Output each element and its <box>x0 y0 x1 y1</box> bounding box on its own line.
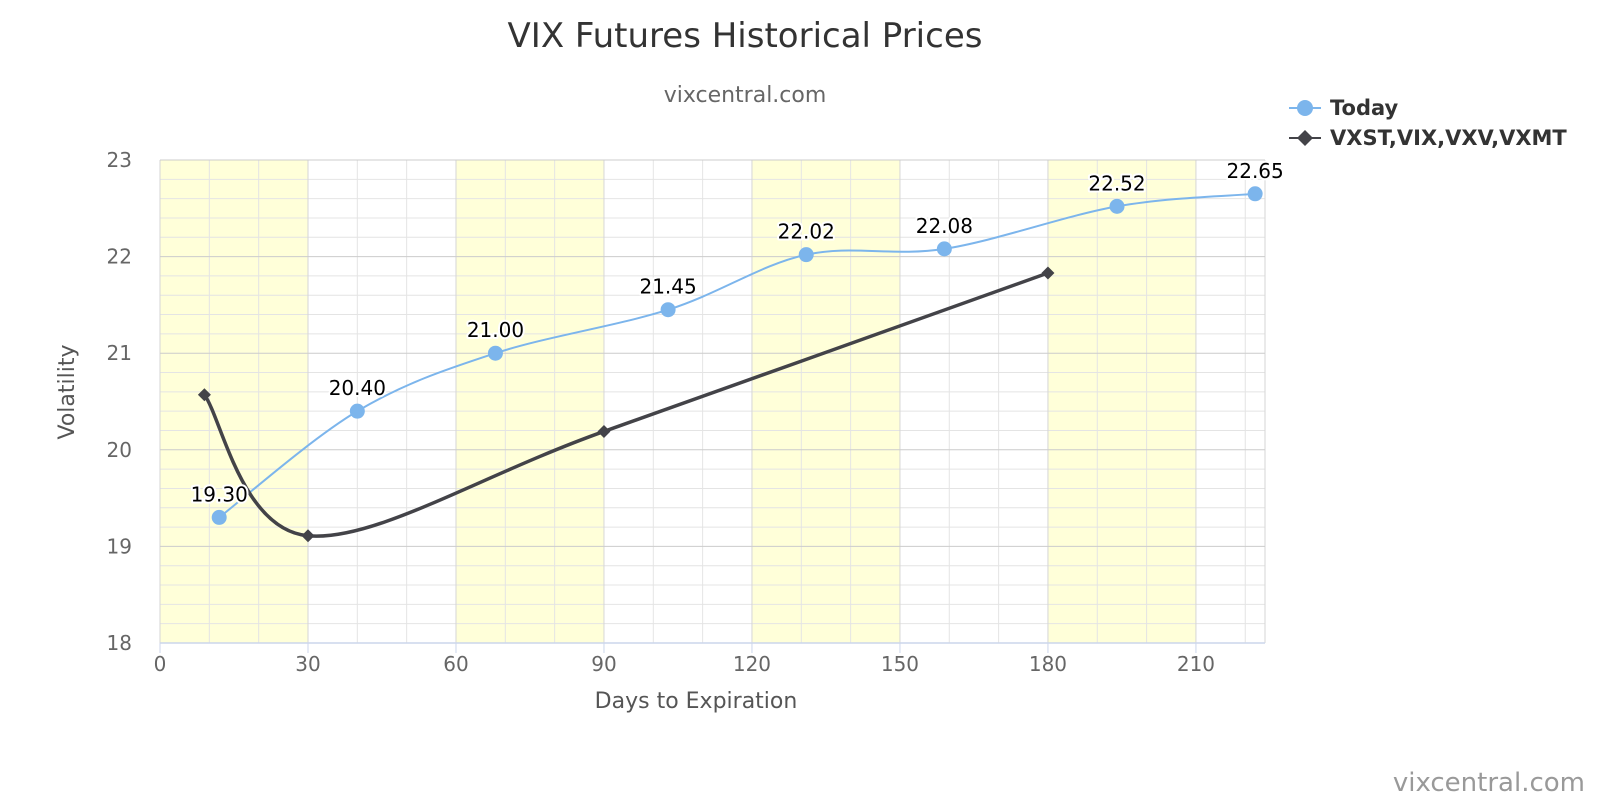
x-tick-label: 90 <box>591 652 616 676</box>
today-data-label: 19.30 <box>191 482 248 506</box>
series-markers[interactable] <box>197 186 1263 543</box>
today-point[interactable] <box>798 247 814 263</box>
x-tick-label: 120 <box>733 652 771 676</box>
series-line-today <box>218 192 1257 519</box>
today-point[interactable] <box>1109 198 1125 214</box>
today-point[interactable] <box>660 302 676 318</box>
today-point[interactable] <box>211 509 227 525</box>
y-tick-label: 21 <box>107 341 132 365</box>
legend-today-marker-icon <box>1297 100 1313 116</box>
legend-vix-term-marker-icon <box>1297 130 1313 146</box>
series-lines <box>202 192 1257 538</box>
x-tick-label: 60 <box>443 652 468 676</box>
legend[interactable]: Today VXST,VIX,VXV,VXMT <box>1289 96 1567 150</box>
today-data-label: 22.65 <box>1227 159 1284 183</box>
chart-credit[interactable]: vixcentral.com <box>1393 768 1585 798</box>
y-tick-label: 18 <box>107 631 132 655</box>
y-tick-label: 19 <box>107 534 132 558</box>
x-axis-title: Days to Expiration <box>595 689 798 714</box>
today-point[interactable] <box>1247 186 1263 202</box>
legend-item-today[interactable]: Today <box>1289 96 1399 120</box>
today-data-label: 20.40 <box>329 376 386 400</box>
y-tick-label: 23 <box>107 148 132 172</box>
legend-vix-term-label: VXST,VIX,VXV,VXMT <box>1330 126 1567 150</box>
y-axis-title: Volatility <box>55 344 80 439</box>
data-labels: 19.30 20.40 21.00 21.45 22.02 22.08 22.52 22.65 <box>189 157 1286 509</box>
x-tick-label: 210 <box>1177 652 1215 676</box>
legend-today-label: Today <box>1330 96 1399 120</box>
today-point[interactable] <box>349 403 365 419</box>
today-data-label: 22.08 <box>916 214 973 238</box>
today-data-label: 22.02 <box>778 220 835 244</box>
plot-band-2 <box>751 160 900 643</box>
chart-subtitle: vixcentral.com <box>664 83 827 108</box>
vix-term-point[interactable] <box>1041 266 1055 280</box>
today-data-label: 21.45 <box>639 275 696 299</box>
vix-term-point[interactable] <box>301 529 315 543</box>
plot-band-0 <box>160 160 308 643</box>
x-tick-label: 30 <box>295 652 320 676</box>
today-data-label: 21.00 <box>467 318 524 342</box>
y-tick-label: 22 <box>107 245 132 269</box>
chart-title: VIX Futures Historical Prices <box>508 16 983 56</box>
plot-band-1 <box>455 160 604 643</box>
today-point[interactable] <box>487 345 503 361</box>
axes: 0 30 60 90 120 150 180 210 18 19 20 21 22 23 <box>107 148 1265 676</box>
x-tick-label: 180 <box>1029 652 1067 676</box>
plot-bands <box>160 160 1196 643</box>
series-line-vix-term <box>202 271 1050 538</box>
x-tick-label: 0 <box>154 652 167 676</box>
grid-lines <box>159 159 1266 644</box>
vix-term-point[interactable] <box>597 424 611 438</box>
plot-band-3 <box>1047 160 1196 643</box>
today-data-label: 22.52 <box>1088 171 1145 195</box>
legend-item-vix-term[interactable]: VXST,VIX,VXV,VXMT <box>1289 126 1567 150</box>
x-tick-label: 150 <box>881 652 919 676</box>
vix-term-point[interactable] <box>197 388 211 402</box>
y-tick-label: 20 <box>107 438 132 462</box>
today-point[interactable] <box>936 241 952 257</box>
